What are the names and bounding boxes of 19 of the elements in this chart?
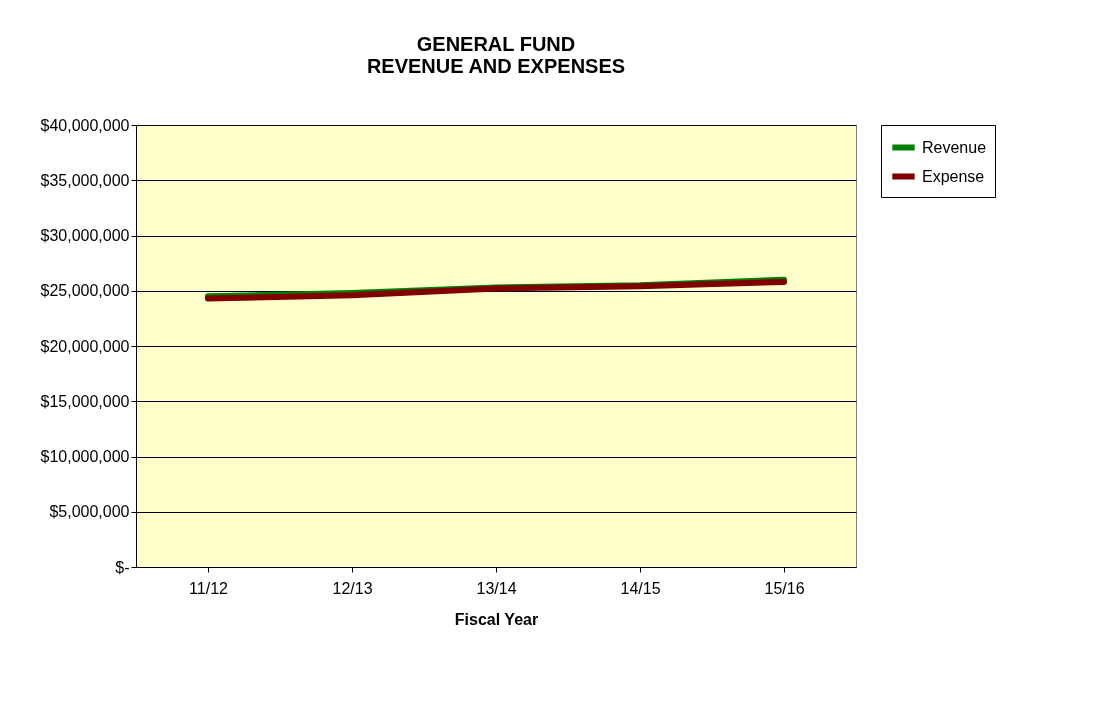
legend-label: Revenue (922, 138, 987, 156)
y-tick-label: $15,000,000 (40, 392, 130, 410)
y-tick-label: $25,000,000 (40, 282, 130, 300)
x-tick-label: 15/16 (764, 579, 805, 597)
legend-label: Expense (922, 167, 985, 185)
y-tick-label: $- (115, 558, 130, 576)
x-tick-label: 11/12 (189, 579, 229, 597)
text: REVENUE AND EXPENSES (366, 55, 626, 77)
y-tick-label: $40,000,000 (40, 116, 130, 134)
y-tick-label: $30,000,000 (40, 227, 130, 244)
text: GENERAL FUND (416, 33, 576, 55)
y-tick-label: $10,000,000 (40, 448, 130, 465)
y-tick-label: $5,000,000 (49, 503, 130, 521)
x-axis-title: Fiscal Year (454, 610, 539, 628)
y-tick-label: $35,000,000 (40, 171, 130, 189)
x-tick-label: 14/15 (620, 579, 661, 597)
x-tick-label: 12/13 (332, 579, 373, 597)
y-tick-label: $20,000,000 (40, 337, 130, 355)
x-tick-label: 13/14 (476, 579, 517, 597)
